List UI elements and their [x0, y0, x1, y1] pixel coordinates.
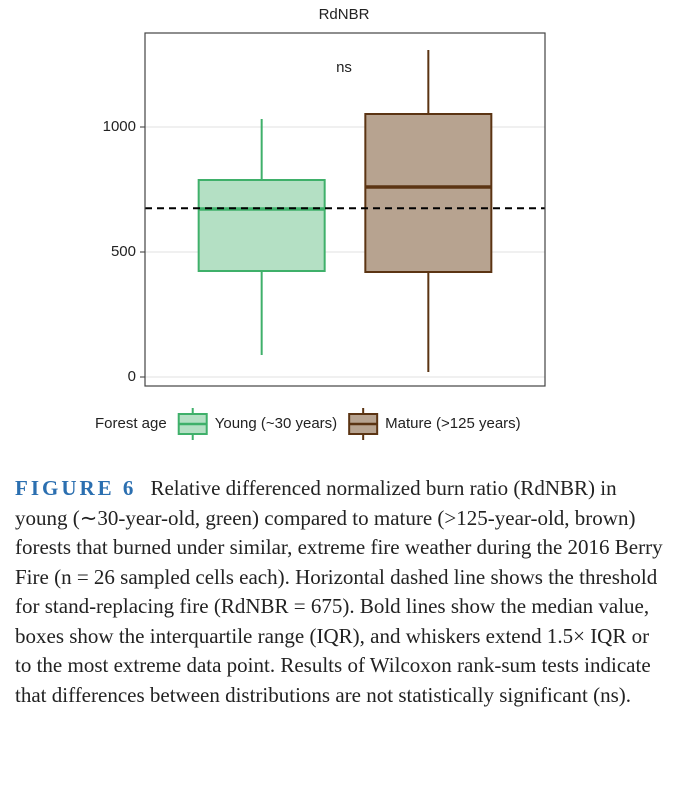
caption-label: FIGURE 6 [15, 476, 137, 500]
caption: FIGURE 6 Relative differenced normalized … [15, 474, 667, 710]
panel-border [144, 32, 546, 387]
y-tick-label: 500 [111, 243, 136, 260]
legend-title: Forest age [95, 415, 167, 432]
box [197, 179, 326, 272]
annotation: ns [336, 59, 352, 76]
chart: RdNBR 0 500 1000 ns Forest age Young (~30 yea… [95, 6, 546, 440]
box [364, 113, 493, 273]
y-tick-label: 0 [128, 368, 136, 385]
legend-label: Young (~30 years) [215, 415, 337, 432]
caption-text: Relative differenced normalized burn rat… [15, 476, 663, 707]
legend-label: Mature (>125 years) [385, 415, 520, 432]
y-tick-label: 1000 [103, 118, 136, 135]
chart-title: RdNBR [319, 6, 370, 23]
